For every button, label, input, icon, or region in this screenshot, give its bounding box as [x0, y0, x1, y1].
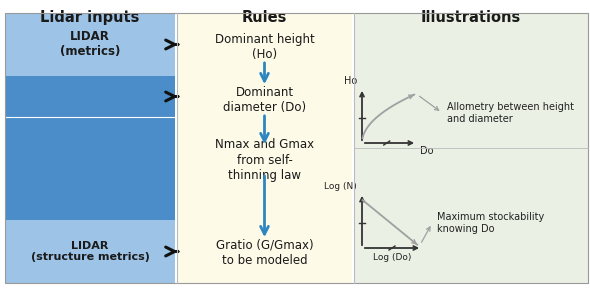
Text: Dominant
diameter (Do): Dominant diameter (Do) [223, 86, 306, 114]
Text: Rules: Rules [242, 10, 287, 25]
Text: Illustrations: Illustrations [421, 10, 521, 25]
Text: Log (Do): Log (Do) [373, 253, 411, 262]
Bar [5, 117, 175, 220]
Text: LIDAR
(structure metrics): LIDAR (structure metrics) [31, 241, 149, 262]
Bar [5, 220, 175, 283]
Text: Nmax and Gmax
from self-
thinning law: Nmax and Gmax from self- thinning law [215, 139, 314, 181]
Bar [5, 13, 588, 283]
Text: LIDAR
(metrics): LIDAR (metrics) [60, 30, 120, 59]
Bar [354, 13, 588, 283]
Bar [5, 76, 175, 117]
Text: Lidar inputs: Lidar inputs [40, 10, 140, 25]
Text: Maximum stockability
knowing Do: Maximum stockability knowing Do [437, 213, 544, 234]
Text: Gratio (G/Gmax)
to be modeled: Gratio (G/Gmax) to be modeled [216, 239, 313, 267]
Bar [5, 13, 175, 76]
Text: Log (N): Log (N) [324, 182, 357, 191]
Text: Allometry between height
and diameter: Allometry between height and diameter [447, 102, 574, 124]
Text: Ho: Ho [344, 76, 357, 86]
Text: Dominant height
(Ho): Dominant height (Ho) [215, 33, 314, 61]
Text: Do: Do [420, 146, 434, 156]
Bar [177, 13, 352, 283]
